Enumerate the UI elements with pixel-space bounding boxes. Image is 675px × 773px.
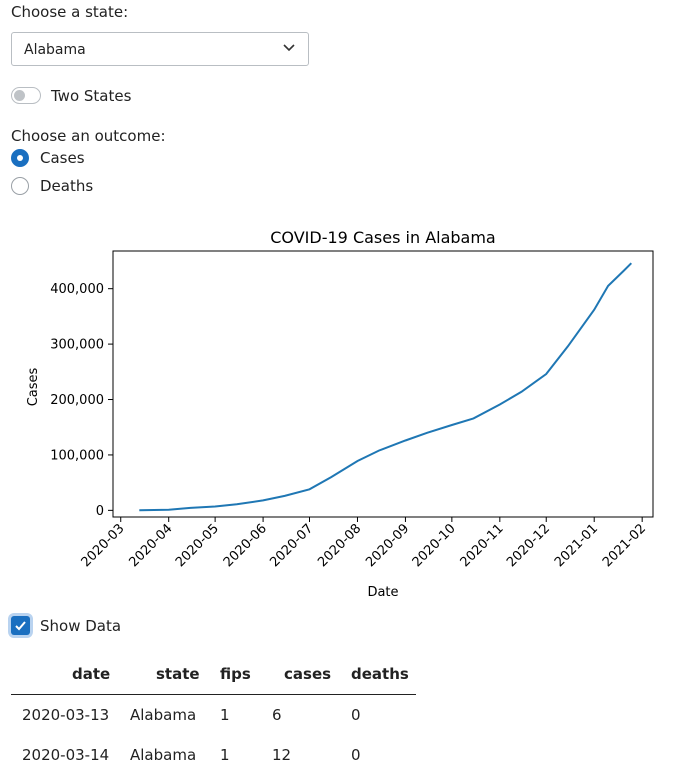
y-tick-label: 300,000	[50, 338, 104, 353]
x-tick-label: 2020-04	[127, 521, 176, 570]
check-icon	[15, 621, 26, 631]
state-select[interactable]: Alabama	[11, 32, 309, 66]
cell-date: 2020-03-14	[22, 746, 110, 764]
show-data-checkbox[interactable]	[11, 616, 30, 635]
cell-deaths: 0	[351, 706, 361, 724]
y-tick-label: 0	[96, 504, 104, 519]
x-tick-label: 2021-02	[600, 521, 649, 570]
col-header-fips: fips	[220, 665, 251, 683]
cell-fips: 1	[220, 706, 230, 724]
radio-deaths-label: Deaths	[40, 177, 94, 195]
x-tick-label: 2020-12	[504, 521, 553, 570]
radio-cases-label: Cases	[40, 149, 85, 167]
chart-title: COVID-19 Cases in Alabama	[270, 228, 495, 247]
cell-cases: 12	[272, 746, 292, 764]
table-header-rule	[11, 694, 416, 695]
y-axis-label: Cases	[26, 367, 41, 406]
col-header-date: date	[72, 665, 111, 683]
cases-chart: COVID-19 Cases in Alabama 0 100,000 200,00…	[26, 228, 654, 600]
toggle-knob	[14, 90, 25, 101]
x-tick-label: 2020-07	[267, 521, 316, 570]
x-tick-label: 2020-08	[315, 521, 364, 570]
plot-frame	[112, 250, 654, 518]
y-tick-label: 200,000	[50, 393, 104, 408]
x-tick-label: 2020-11	[458, 521, 507, 570]
x-tick-label: 2020-05	[173, 521, 222, 570]
y-tick-label: 400,000	[50, 282, 104, 297]
radio-deaths[interactable]	[11, 177, 29, 195]
x-tick-label: 2020-09	[363, 521, 412, 570]
state-select-label: Choose a state:	[11, 3, 129, 21]
chevron-down-icon	[283, 44, 295, 52]
x-tick-label: 2020-06	[221, 521, 270, 570]
x-tick-label: 2020-10	[410, 521, 459, 570]
y-tick-label: 100,000	[50, 448, 104, 463]
col-header-state: state	[156, 665, 200, 683]
col-header-cases: cases	[284, 665, 332, 683]
two-states-toggle[interactable]	[11, 87, 41, 104]
x-tick-label: 2020-03	[79, 521, 128, 570]
outcome-label: Choose an outcome:	[11, 127, 166, 145]
radio-cases[interactable]	[11, 149, 29, 167]
series-line	[139, 262, 633, 512]
show-data-label: Show Data	[40, 617, 122, 635]
two-states-label: Two States	[51, 87, 132, 105]
col-header-deaths: deaths	[351, 665, 409, 683]
x-tick-label: 2021-01	[552, 521, 601, 570]
state-select-value: Alabama	[24, 42, 86, 58]
cell-state: Alabama	[130, 746, 197, 764]
cell-deaths: 0	[351, 746, 361, 764]
cell-cases: 6	[272, 706, 282, 724]
cell-fips: 1	[220, 746, 230, 764]
cell-state: Alabama	[130, 706, 197, 724]
cell-date: 2020-03-13	[22, 706, 110, 724]
x-axis-label: Date	[367, 585, 398, 600]
